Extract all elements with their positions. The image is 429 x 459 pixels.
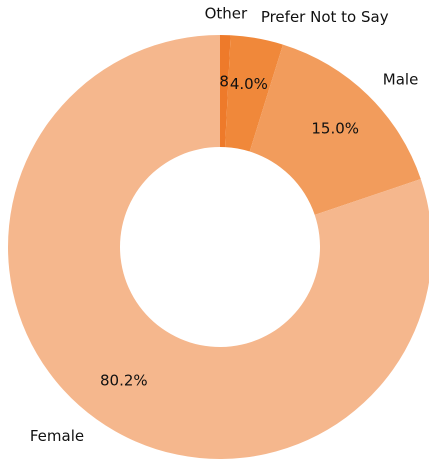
donut-slice [249, 44, 421, 215]
value-label: 15.0% [311, 119, 359, 137]
slice-label: Male [383, 71, 419, 89]
slice-label: Female [30, 427, 84, 445]
donut-slice [8, 35, 429, 459]
slice-label: Other [205, 4, 248, 22]
slice-label: Prefer Not to Say [261, 8, 389, 26]
value-label: 4.0% [230, 75, 268, 93]
donut-slice [225, 35, 283, 152]
donut-slice [220, 35, 231, 148]
value-label: 80.2% [100, 372, 148, 390]
